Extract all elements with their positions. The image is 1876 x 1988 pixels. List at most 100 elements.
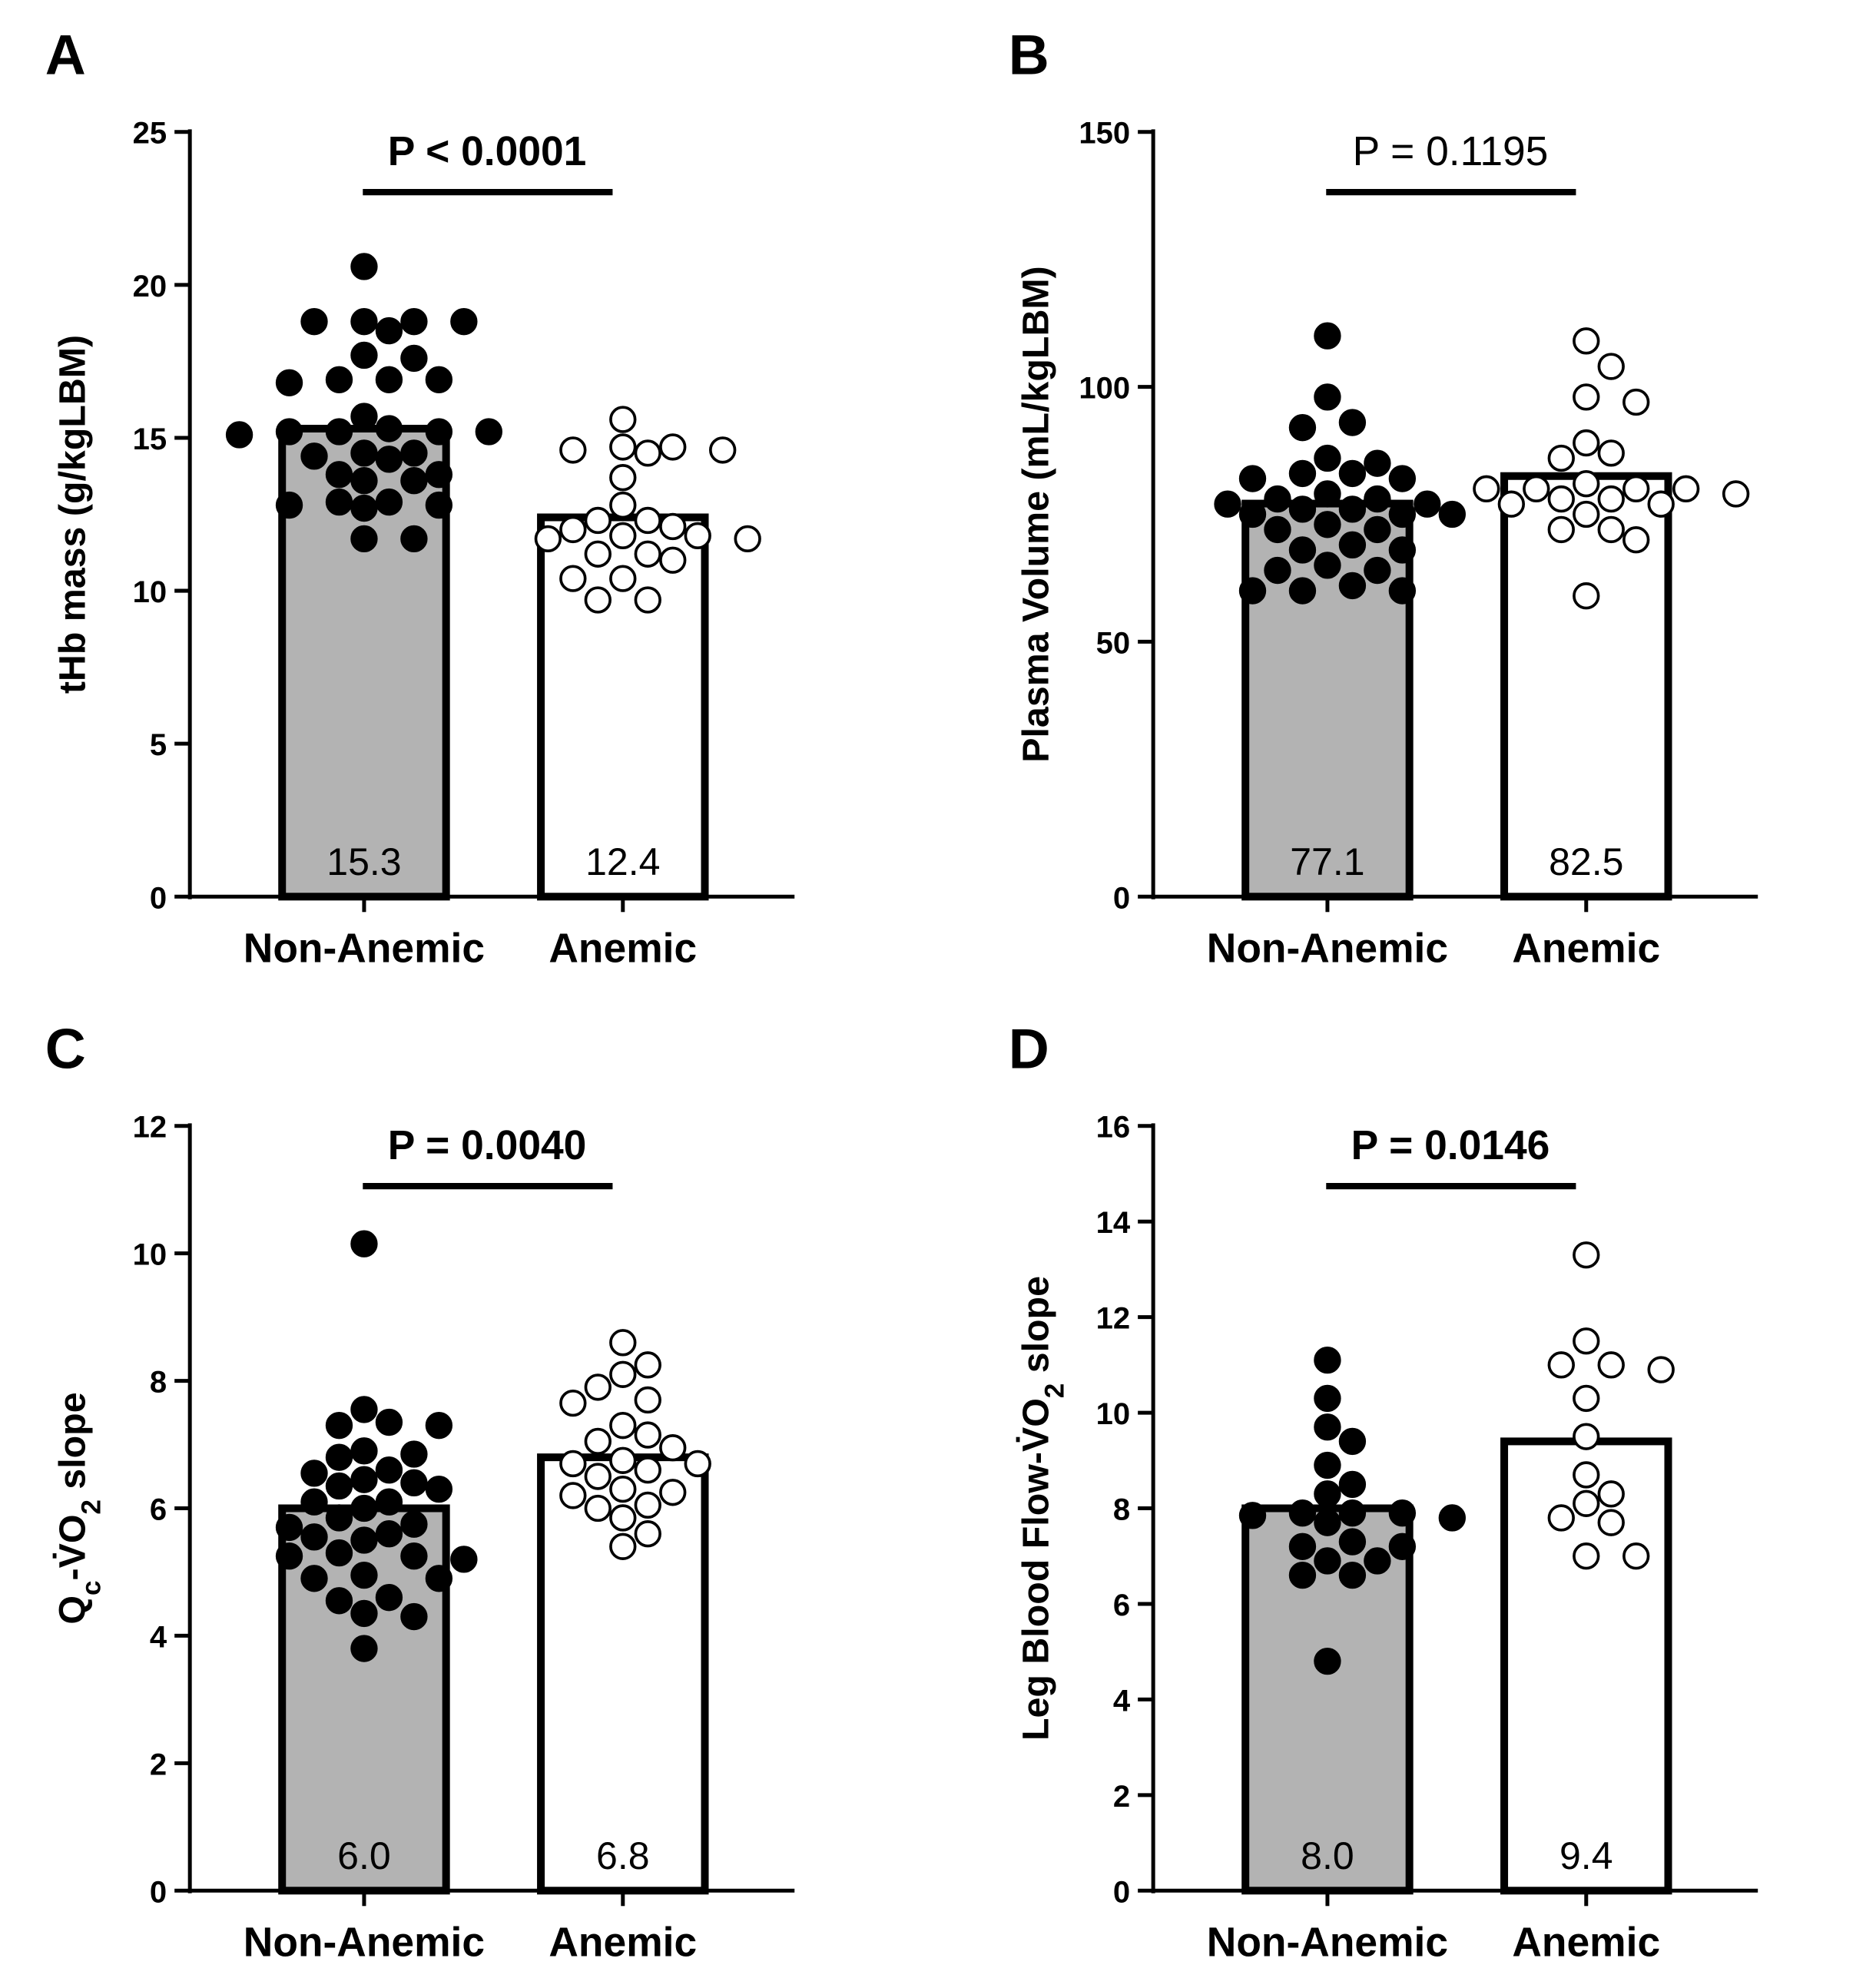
data-point	[1388, 465, 1417, 492]
data-point	[275, 369, 303, 396]
data-point	[300, 1565, 328, 1592]
y-tick-label: 25	[133, 117, 167, 151]
y-axis-label: Leg Blood Flow-V̇O2 slope	[1015, 1276, 1069, 1741]
data-point	[634, 540, 661, 568]
data-point	[609, 565, 637, 592]
data-point	[400, 439, 428, 467]
y-tick-label: 10	[133, 1238, 167, 1272]
data-point	[609, 464, 637, 492]
data-point	[609, 522, 637, 550]
data-point	[1314, 1451, 1341, 1479]
data-point	[609, 1504, 637, 1532]
y-tick-label: 5	[150, 728, 167, 762]
data-point	[584, 1373, 612, 1401]
data-point	[1597, 353, 1625, 380]
data-point	[350, 403, 378, 430]
data-point	[609, 1360, 637, 1388]
data-point	[609, 1329, 637, 1357]
data-point	[584, 506, 612, 535]
data-point	[1547, 515, 1575, 544]
data-point	[425, 1475, 453, 1503]
data-point	[534, 525, 562, 553]
data-point	[325, 1411, 353, 1440]
data-point	[1314, 1413, 1341, 1441]
data-point	[350, 341, 378, 369]
data-point	[350, 1561, 378, 1589]
data-point	[1338, 459, 1367, 488]
data-point	[350, 1437, 378, 1465]
y-axis-label-text: tHb mass (g/kgLBM)	[51, 335, 93, 694]
data-point	[1264, 556, 1291, 585]
data-point	[425, 1565, 453, 1592]
y-axis-label-text: Q	[51, 1595, 93, 1625]
panel-B: B 77.1 82.5 0 50 100 150 Non-Anemic Anemic Plasma…	[1009, 24, 1758, 971]
x-tick-label: Anemic	[549, 926, 697, 971]
y-tick-label: 4	[1113, 1684, 1131, 1718]
data-point	[1573, 1489, 1600, 1517]
data-point	[375, 1583, 403, 1612]
p-value-label: P = 0.0146	[1351, 1123, 1550, 1168]
y-tick-label: 20	[133, 270, 167, 303]
mean-label: 6.8	[596, 1834, 650, 1877]
data-point	[450, 307, 478, 336]
data-point	[375, 415, 403, 442]
data-point	[1238, 1502, 1267, 1529]
data-point	[1338, 409, 1367, 436]
data-point	[375, 446, 403, 473]
data-point	[1647, 490, 1675, 518]
data-point	[559, 565, 587, 592]
data-point	[659, 433, 687, 461]
data-point	[325, 1587, 353, 1615]
data-point	[1338, 531, 1367, 559]
data-point	[425, 1411, 453, 1440]
data-point	[375, 1456, 403, 1484]
data-point	[350, 1599, 378, 1628]
data-point	[375, 488, 403, 516]
data-point	[559, 436, 587, 464]
data-point	[1547, 1351, 1575, 1379]
panel-letter: D	[1009, 1018, 1049, 1081]
data-point	[609, 1475, 637, 1503]
y-tick-label: 0	[150, 1875, 167, 1909]
data-point	[400, 1602, 428, 1631]
data-point	[400, 1440, 428, 1468]
y-tick-label: 14	[1096, 1206, 1131, 1240]
data-point	[1314, 552, 1341, 579]
data-point	[1388, 500, 1417, 528]
y-tick-label: 6	[1113, 1589, 1130, 1622]
data-point	[559, 1482, 587, 1509]
data-point	[1547, 1504, 1575, 1532]
data-point	[1338, 1528, 1367, 1556]
x-tick-label: Anemic	[1512, 926, 1660, 971]
y-tick-label: 50	[1096, 626, 1131, 660]
mean-label: 12.4	[585, 840, 660, 883]
data-point	[609, 406, 637, 433]
data-point	[300, 442, 328, 470]
data-point	[584, 1494, 612, 1522]
data-point	[350, 525, 378, 553]
data-point	[709, 436, 737, 464]
p-value-label: P = 0.0040	[388, 1123, 587, 1168]
data-point	[400, 1510, 428, 1538]
data-point	[325, 366, 353, 393]
y-axis-label: Qc-V̇O2 slope	[51, 1392, 106, 1624]
data-point	[1597, 439, 1625, 467]
data-point	[350, 253, 378, 280]
data-point	[1388, 536, 1417, 564]
data-point	[1647, 1356, 1675, 1383]
data-point	[584, 586, 612, 614]
y-tick-label: 0	[1113, 881, 1130, 915]
data-point	[584, 540, 612, 568]
data-point	[1338, 1427, 1367, 1456]
data-point	[1573, 582, 1600, 610]
data-point	[1314, 1547, 1341, 1575]
data-point	[1288, 459, 1317, 488]
data-point	[1288, 1532, 1317, 1560]
data-point	[1338, 572, 1367, 600]
data-point	[584, 1427, 612, 1456]
data-point	[1314, 444, 1341, 472]
data-point	[634, 1491, 661, 1519]
data-point	[1438, 1504, 1466, 1532]
data-point	[1314, 322, 1341, 350]
